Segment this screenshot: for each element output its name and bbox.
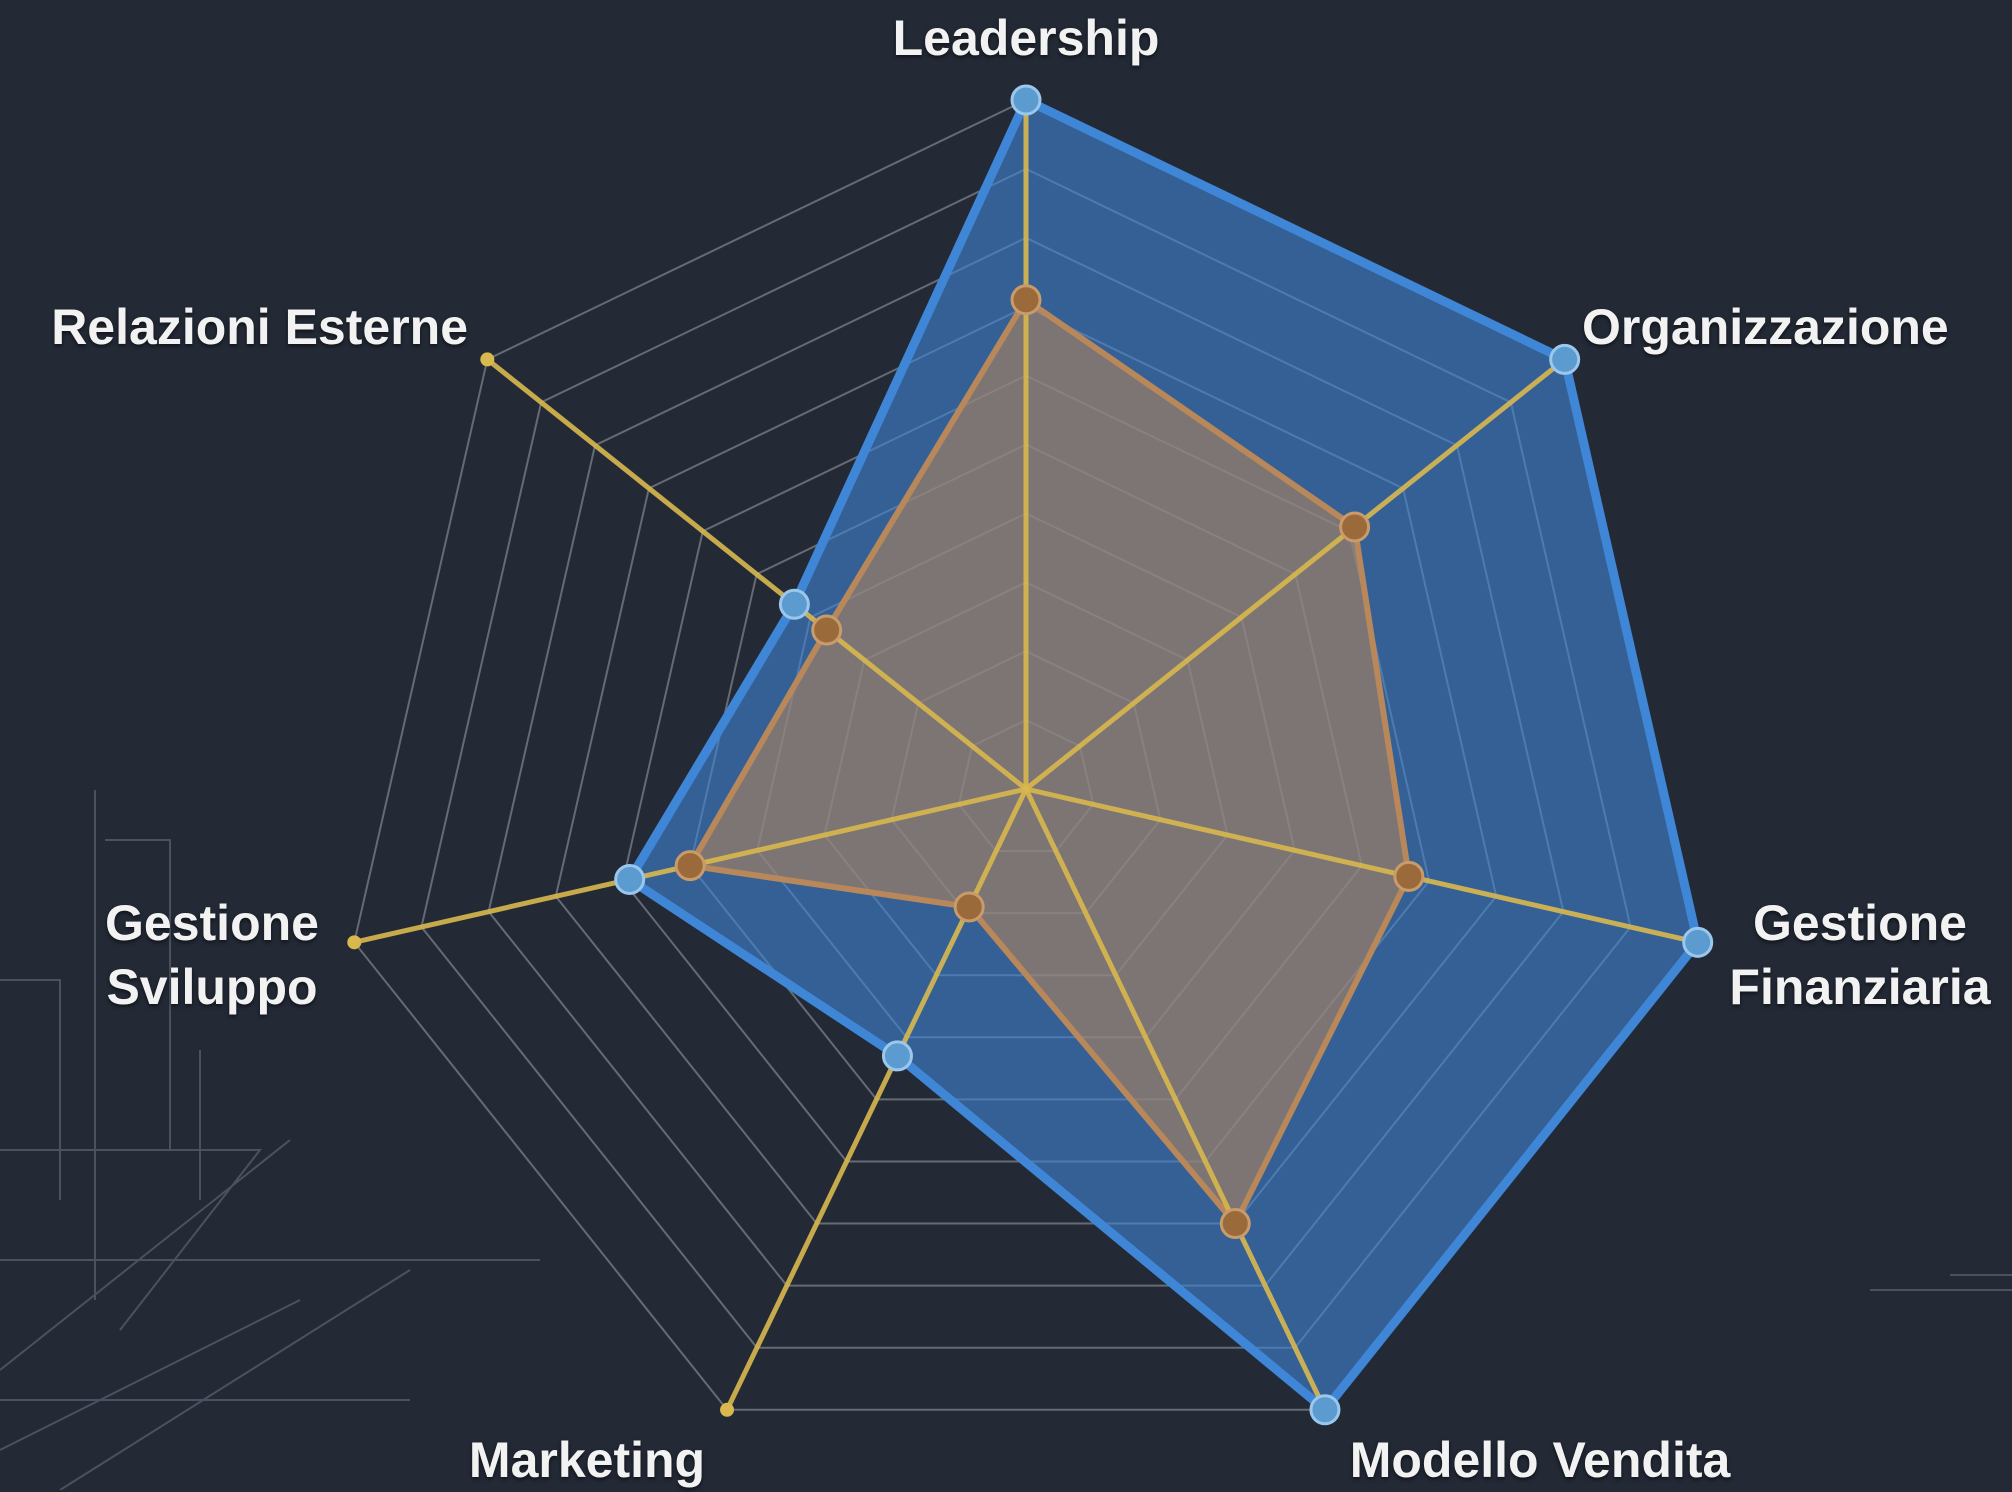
data-point: [1012, 86, 1040, 114]
data-point: [780, 590, 808, 618]
axis-label: Organizzazione: [1582, 295, 1949, 359]
page: (() => { const data = JSON.parse(documen…: [0, 0, 2012, 1490]
data-point: [955, 893, 983, 921]
axis-label: Leadership: [893, 6, 1160, 70]
data-point: [883, 1042, 911, 1070]
data-point: [1341, 513, 1369, 541]
axis-label: Gestione Finanziaria: [1700, 891, 2012, 1019]
data-point: [813, 616, 841, 644]
data-point: [1395, 862, 1423, 890]
axis-label: Relazioni Esterne: [51, 295, 468, 359]
axis-end: [720, 1403, 734, 1417]
chart: [0, 0, 2012, 1490]
axis-label: Modello Vendita: [1350, 1428, 1731, 1492]
data-point: [676, 852, 704, 880]
data-point: [1551, 345, 1579, 373]
axis-label: Gestione Sviluppo: [52, 891, 372, 1019]
data-point: [1311, 1396, 1339, 1424]
data-point: [1012, 286, 1040, 314]
axis-end: [480, 352, 494, 366]
axis-label: Marketing: [469, 1428, 705, 1492]
data-point: [1221, 1210, 1249, 1238]
data-point: [616, 865, 644, 893]
